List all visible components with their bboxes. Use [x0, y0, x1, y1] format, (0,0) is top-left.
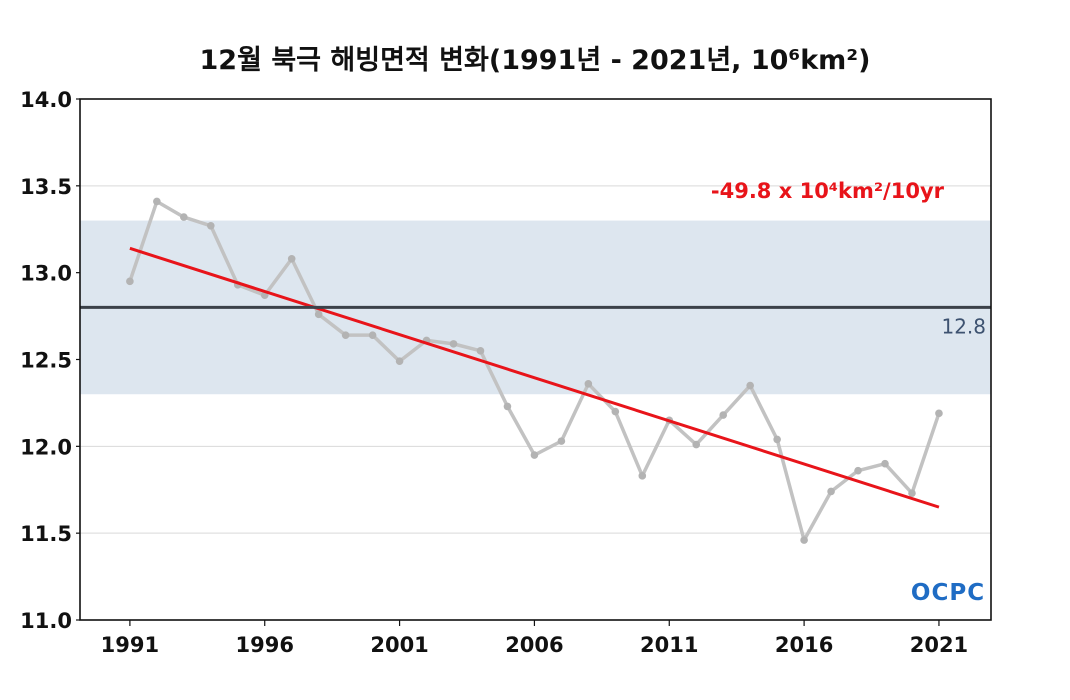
data-point: [881, 459, 889, 468]
mean-label: 12.8: [941, 314, 986, 338]
data-point: [368, 331, 377, 339]
data-point: [827, 487, 835, 496]
y-tick-label: 11.5: [20, 522, 72, 546]
x-tick-label: 1996: [236, 633, 294, 657]
data-point: [503, 402, 512, 411]
data-point: [206, 221, 215, 230]
x-tick-label: 2021: [910, 633, 968, 657]
y-tick-label: 12.5: [20, 349, 72, 373]
y-tick-label: 13.0: [20, 262, 72, 286]
data-point: [341, 331, 350, 339]
trend-annotation: -49.8 x 10⁴km²/10yr: [711, 179, 945, 203]
data-point: [773, 435, 781, 444]
data-point: [449, 340, 458, 348]
data-point: [287, 254, 296, 263]
data-point: [530, 451, 539, 459]
data-point: [476, 347, 485, 355]
data-point: [395, 357, 404, 366]
x-tick-label: 1991: [101, 633, 159, 657]
data-point: [800, 536, 808, 544]
y-tick-label: 12.0: [20, 435, 72, 459]
data-point: [638, 472, 647, 480]
data-point: [584, 380, 593, 388]
ocpc-logo: OCPC: [910, 580, 986, 606]
x-tick-label: 2006: [505, 633, 563, 657]
y-tick-label: 11.0: [20, 609, 72, 633]
x-tick-label: 2016: [775, 633, 833, 657]
data-point: [126, 277, 134, 286]
data-point: [854, 466, 862, 475]
data-point: [746, 381, 754, 390]
y-tick-label: 13.5: [20, 175, 72, 199]
trend-line: [129, 246, 940, 509]
data-point: [180, 213, 188, 221]
data-point: [719, 411, 728, 419]
chart-title: 12월 북극 해빙면적 변화(1991년 - 2021년, 10⁶km²): [199, 45, 871, 76]
data-point: [314, 310, 323, 319]
data-point: [153, 197, 161, 206]
data-point: [557, 437, 566, 445]
y-tick-label: 14.0: [20, 88, 72, 112]
x-tick-label: 2001: [370, 633, 428, 657]
data-point: [908, 489, 916, 498]
data-point: [692, 440, 701, 449]
data-point: [935, 409, 943, 418]
data-point: [611, 407, 620, 416]
x-tick-label: 2011: [640, 633, 698, 657]
